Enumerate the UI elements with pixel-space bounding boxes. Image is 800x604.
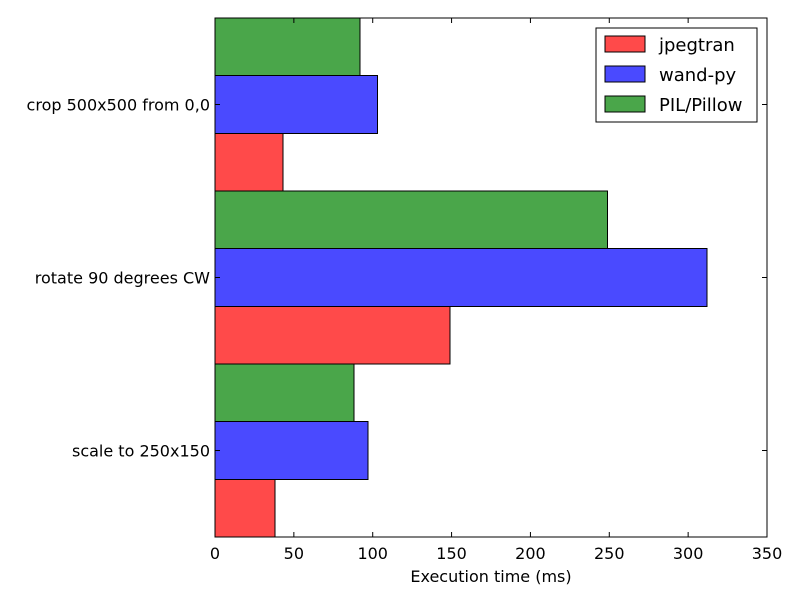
y-tick-label-3: scale to 250x150: [72, 442, 210, 461]
bar-jpegtran-2: [214, 305, 451, 365]
legend-swatch-wand-py: [604, 65, 646, 83]
bar-jpegtran-3: [214, 478, 276, 538]
legend-label-pil-pillow: PIL/Pillow: [659, 95, 742, 116]
bar-wand-py-2: [214, 248, 708, 307]
x-tick-label-150: 150: [436, 544, 467, 563]
y-tick-label-1: crop 500x500 from 0,0: [27, 96, 210, 115]
legend-label-jpegtran: jpegtran: [658, 35, 735, 56]
bar-jpegtran-1: [214, 132, 284, 192]
bar-pil-pillow-3: [214, 363, 355, 423]
legend-swatch-jpegtran: [604, 35, 646, 53]
bar-wand-py-3: [214, 421, 369, 480]
bar-wand-py-1: [214, 75, 378, 134]
x-tick-label-350: 350: [752, 544, 783, 563]
x-tick-label-100: 100: [357, 544, 388, 563]
bar-pil-pillow-1: [214, 17, 361, 77]
x-tick-label-200: 200: [515, 544, 546, 563]
x-tick-label-50: 50: [284, 544, 304, 563]
legend-label-wand-py: wand-py: [659, 65, 737, 86]
bars-layer: [214, 17, 708, 538]
x-tick-label-300: 300: [673, 544, 704, 563]
y-tick-label-2: rotate 90 degrees CW: [35, 269, 210, 288]
legend-swatch-pil-pillow: [604, 95, 646, 113]
axes-layer: 0 50 100 150 200 250 300 350 crop 500x500 from 0…: [27, 17, 783, 563]
x-tick-label-250: 250: [594, 544, 625, 563]
x-axis-label: Execution time (ms): [410, 567, 571, 586]
legend: jpegtran wand-py PIL/Pillow: [595, 27, 758, 123]
x-tick-label-0: 0: [210, 544, 220, 563]
bar-pil-pillow-2: [214, 190, 609, 250]
